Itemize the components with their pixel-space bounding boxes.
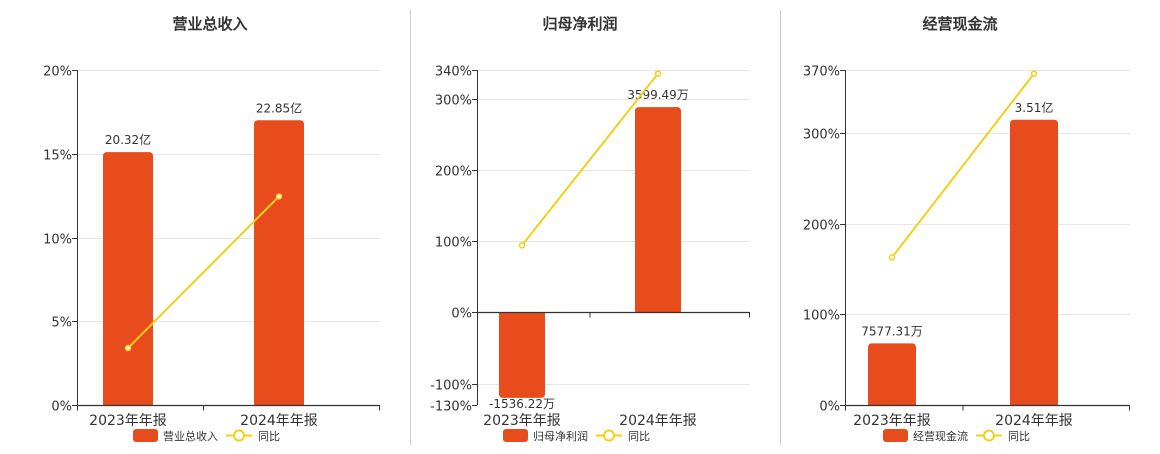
bar-data-label: 22.85亿 xyxy=(256,100,302,115)
y-tick-label: 0% xyxy=(51,400,72,415)
yoy-point xyxy=(124,344,132,352)
bar-data-label: 3.51亿 xyxy=(1015,100,1054,115)
yoy-point xyxy=(518,242,526,249)
legend-line-marker xyxy=(983,429,995,442)
y-tick-label: 5% xyxy=(51,316,72,331)
bar xyxy=(868,343,916,405)
y-tick-label: 300% xyxy=(803,128,840,143)
bar xyxy=(635,107,681,313)
y-tick-label: 370% xyxy=(803,65,840,80)
chart-title: 营业总收入 xyxy=(172,15,247,33)
legend-line-label: 同比 xyxy=(628,430,650,443)
yoy-line xyxy=(521,72,659,246)
yoy-point xyxy=(1030,70,1038,77)
y-tick-label: 20% xyxy=(43,65,72,80)
x-tick-label: 2024年年报 xyxy=(619,413,697,429)
yoy-point xyxy=(888,254,896,261)
y-tick-label: 200% xyxy=(435,165,472,180)
legend-bar-label: 归母净利润 xyxy=(533,429,588,443)
y-tick-label: 200% xyxy=(803,219,840,234)
y-tick-label: 10% xyxy=(43,233,72,248)
bar xyxy=(499,312,545,398)
chart-title: 经营现金流 xyxy=(922,15,997,33)
legend-bar-label: 经营现金流 xyxy=(913,429,968,443)
y-tick-label: 100% xyxy=(435,236,472,251)
bar-data-label: 7577.31万 xyxy=(861,324,923,338)
yoy-line xyxy=(127,195,280,349)
yoy-point xyxy=(275,193,283,200)
yoy-point xyxy=(654,70,662,77)
x-tick-label: 2023年年报 xyxy=(89,413,167,429)
chart-panel-1: 营业总收入 20% 15% 10% 5% 0% 20.32亿 22.85亿 2023年年报 202… xyxy=(43,15,380,443)
legend-line-label: 同比 xyxy=(1008,430,1030,443)
y-tick-label: -130% xyxy=(430,400,472,415)
bar xyxy=(254,120,304,405)
chart-title: 归母净利润 xyxy=(542,15,617,33)
legend-bar-swatch xyxy=(133,429,158,442)
y-tick-label: 340% xyxy=(435,65,472,80)
legend-line-label: 同比 xyxy=(258,430,280,443)
y-tick-label: 15% xyxy=(43,149,72,164)
y-tick-label: 0% xyxy=(819,400,840,415)
bar xyxy=(1010,119,1058,405)
chart-panel-3: 经营现金流 370% 300% 200% 100% 0% 7577.31万 3.51亿 2023… xyxy=(803,15,1130,443)
y-tick-label: 0% xyxy=(451,307,472,322)
y-tick-label: 300% xyxy=(435,94,472,109)
chart-panel-2: 归母净利润 340% 300% 200% 100% 0% -100% -130% -1536.2… xyxy=(430,15,750,443)
bar-data-label: -1536.22万 xyxy=(489,397,555,411)
legend-bar-swatch xyxy=(503,429,528,442)
x-tick-label: 2024年年报 xyxy=(240,413,318,429)
y-tick-label: 100% xyxy=(803,309,840,324)
legend-line-marker xyxy=(233,429,245,442)
bar xyxy=(103,152,153,405)
x-tick-label: 2023年年报 xyxy=(853,413,931,429)
legend-bar-label: 营业总收入 xyxy=(163,429,218,443)
legend-bar-swatch xyxy=(883,429,908,442)
bar-data-label: 20.32亿 xyxy=(105,132,151,147)
yoy-line xyxy=(891,73,1035,259)
y-tick-label: -100% xyxy=(430,379,472,394)
x-tick-label: 2023年年报 xyxy=(483,413,561,429)
legend-line-marker xyxy=(603,429,615,442)
x-tick-label: 2024年年报 xyxy=(995,413,1073,429)
